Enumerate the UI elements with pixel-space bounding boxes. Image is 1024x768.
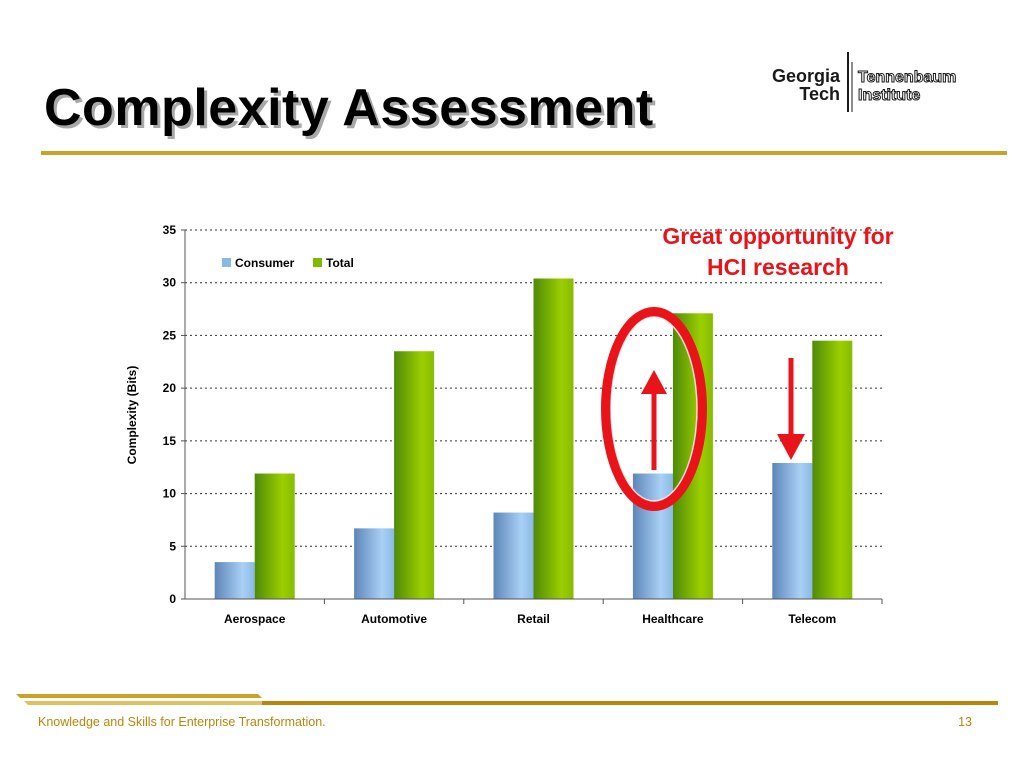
grid-lines xyxy=(185,229,882,547)
legend: Consumer Total xyxy=(222,256,354,270)
up-arrow-icon xyxy=(641,370,667,470)
annotation-line-1: Great opportunity for xyxy=(662,223,894,249)
highlight-oval-inner xyxy=(610,316,698,502)
y-axis-label: Complexity (Bits) xyxy=(125,366,139,465)
bars xyxy=(214,278,853,599)
footer-rule xyxy=(16,694,998,705)
slide-title: Complexity Assessment xyxy=(44,79,654,137)
x-tick-label: Aerospace xyxy=(224,612,286,626)
page-number: 13 xyxy=(958,715,972,729)
legend-swatch-total xyxy=(313,258,322,267)
logo-tech-text: Tech xyxy=(799,84,840,104)
annotation-line-2: HCI research xyxy=(707,254,849,280)
legend-label-total: Total xyxy=(326,256,354,270)
georgia-tech-tennenbaum-logo: Georgia Tech Tennenbaum Institute xyxy=(772,52,957,112)
bar-total-telecom xyxy=(812,340,853,599)
bar-total-aerospace xyxy=(254,473,295,599)
y-tick-label: 35 xyxy=(163,223,177,237)
axes: 0 5 10 15 20 25 30 35 Aerospace Automotive Retail H… xyxy=(163,223,883,626)
y-tick-label: 20 xyxy=(163,381,177,395)
title-underline xyxy=(41,151,1007,155)
highlight-oval xyxy=(601,307,707,511)
x-tick-label: Telecom xyxy=(788,612,836,626)
y-tick-label: 5 xyxy=(169,539,176,553)
legend-swatch-consumer xyxy=(222,258,231,267)
bar-consumer-healthcare xyxy=(632,473,673,599)
y-tick-label: 30 xyxy=(163,276,177,290)
bar-consumer-automotive xyxy=(354,528,395,599)
down-arrow-icon xyxy=(777,358,805,460)
logo-institute-text: Institute xyxy=(858,87,920,104)
bar-total-retail xyxy=(533,278,574,599)
y-tick-label: 25 xyxy=(163,328,177,342)
annotation-overlay xyxy=(601,307,805,511)
y-tick-label: 10 xyxy=(163,487,177,501)
x-tick-label: Retail xyxy=(517,612,550,626)
x-tick-label: Automotive xyxy=(361,612,427,626)
legend-label-consumer: Consumer xyxy=(235,256,295,270)
y-tick-label: 15 xyxy=(163,434,177,448)
x-tick-label: Healthcare xyxy=(642,612,704,626)
bar-total-automotive xyxy=(394,351,435,599)
bar-consumer-retail xyxy=(493,512,534,599)
complexity-bar-chart: 0 5 10 15 20 25 30 35 Aerospace Automotive Retail H… xyxy=(125,223,883,626)
logo-tennenbaum-text: Tennenbaum xyxy=(858,69,956,86)
logo-georgia-text: Georgia xyxy=(772,66,841,86)
footer-text: Knowledge and Skills for Enterprise Tran… xyxy=(38,715,326,729)
y-tick-label: 0 xyxy=(169,592,176,606)
annotation-text: Great opportunity for HCI research xyxy=(636,221,920,283)
bar-consumer-aerospace xyxy=(214,562,255,599)
bar-consumer-telecom xyxy=(772,462,813,599)
